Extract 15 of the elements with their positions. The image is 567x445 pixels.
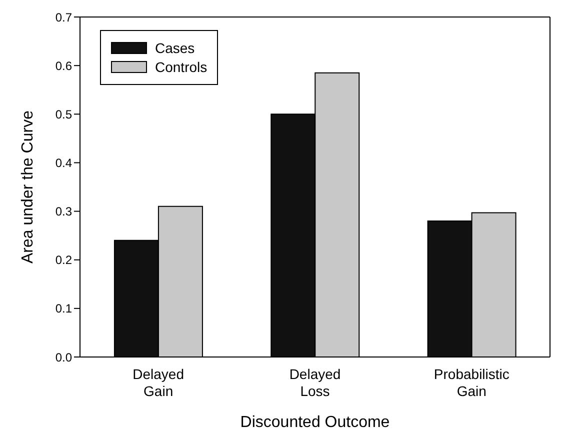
legend-label: Controls — [155, 59, 208, 75]
y-tick-label: 0.3 — [55, 204, 72, 219]
y-tick-label: 0.6 — [55, 58, 72, 73]
y-tick-label: 0.5 — [55, 107, 72, 122]
x-tick-label: Delayed Gain — [132, 366, 184, 399]
x-tick-label: Probabilistic Gain — [434, 366, 510, 399]
x-axis-title: Discounted Outcome — [240, 414, 390, 431]
y-tick-label: 0.0 — [55, 350, 72, 364]
x-tick-label: Delayed Loss — [289, 366, 341, 399]
y-axis-title: Area under the Curve — [20, 110, 37, 264]
y-tick-label: 0.4 — [55, 156, 72, 170]
y-tick-label: 0.7 — [55, 10, 72, 24]
y-tick-label: 0.1 — [55, 302, 72, 316]
y-tick-label: 0.2 — [55, 253, 72, 268]
legend-label: Cases — [155, 40, 195, 56]
